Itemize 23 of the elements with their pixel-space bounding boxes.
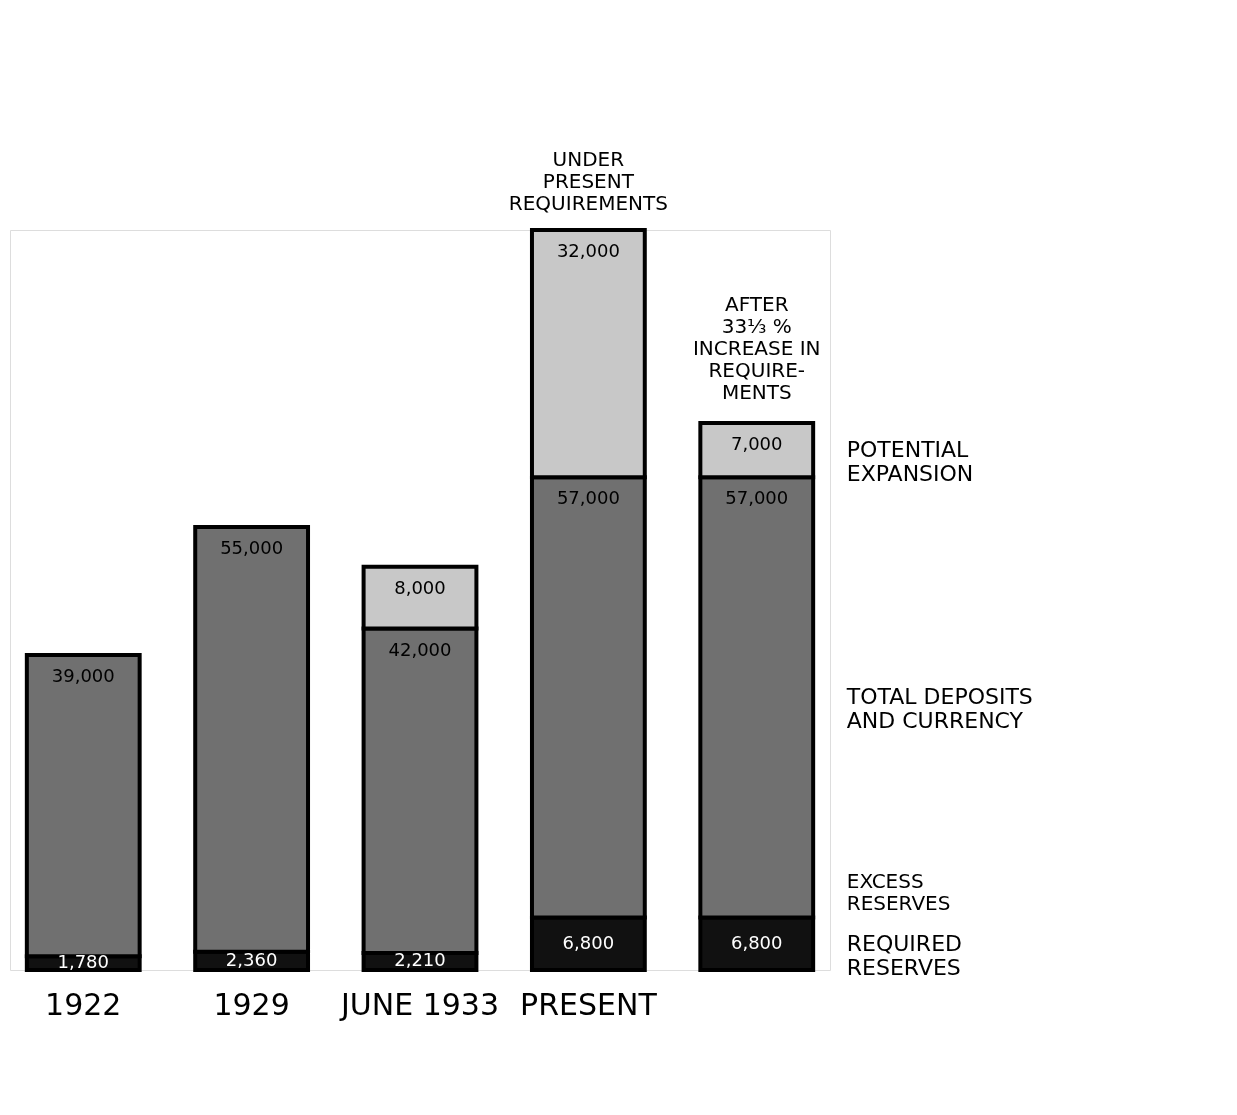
- series-label: TOTAL DEPOSITS AND CURRENCY: [845, 684, 1033, 734]
- series-label: POTENTIAL EXPANSION: [846, 437, 974, 487]
- x-tick-label: JUNE 1933: [338, 986, 500, 1022]
- data-label: 39,000: [51, 665, 115, 686]
- data-label: 6,800: [730, 931, 783, 953]
- data-label: 8,000: [394, 576, 446, 598]
- data-label: 57,000: [556, 487, 620, 509]
- data-label: 42,000: [388, 638, 452, 660]
- annotation: AFTER 33⅓ % INCREASE IN REQUIRE- MENTS: [692, 292, 821, 405]
- data-label: 57,000: [725, 487, 789, 509]
- data-label: 2,360: [225, 948, 278, 970]
- x-tick-label: 1929: [213, 986, 290, 1022]
- data-label: 2,210: [394, 949, 446, 971]
- data-label: 6,800: [562, 931, 615, 953]
- series-label: REQUIRED RESERVES: [846, 930, 962, 980]
- data-label: 55,000: [220, 536, 284, 558]
- text: EXCESS RESERVES: [846, 868, 951, 915]
- x-tick-label: 1922: [45, 986, 122, 1022]
- data-label: 7,000: [730, 433, 783, 455]
- text: UNDER PRESENT REQUIREMENTS: [508, 147, 668, 215]
- data-label: 32,000: [556, 240, 620, 261]
- x-tick-label: PRESENT: [520, 986, 658, 1022]
- data-label: 1,780: [57, 951, 110, 973]
